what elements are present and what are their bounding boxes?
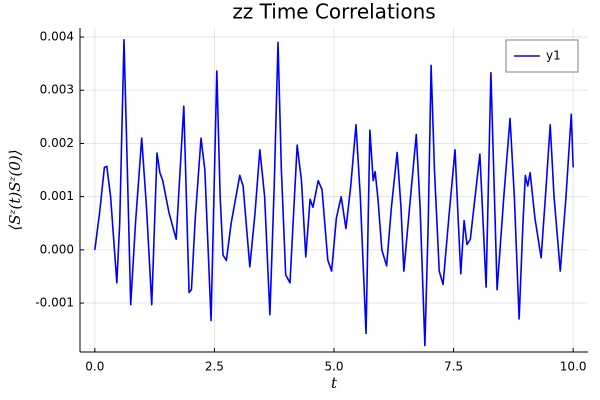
y-axis-label: ⟨Sᶻ(t)Sᶻ(0)⟩ bbox=[6, 149, 24, 230]
x-tick-label: 7.5 bbox=[444, 360, 463, 374]
y-tick-label: 0.001 bbox=[40, 189, 74, 203]
x-tick-label: 10.0 bbox=[560, 360, 587, 374]
y-tick-label: -0.001 bbox=[35, 296, 74, 310]
legend-label: y1 bbox=[546, 49, 561, 63]
x-tick-label: 0.0 bbox=[85, 360, 104, 374]
data-line bbox=[94, 38, 574, 347]
y-tick-label: 0.000 bbox=[40, 242, 74, 256]
x-tick-label: 5.0 bbox=[324, 360, 343, 374]
y-tick-label: 0.004 bbox=[40, 30, 74, 44]
chart-title: zz Time Correlations bbox=[232, 0, 435, 24]
y-tick-label: 0.002 bbox=[40, 136, 74, 150]
x-tick-label: 2.5 bbox=[205, 360, 224, 374]
x-axis-label: t bbox=[331, 374, 338, 392]
y-tick-label: 0.003 bbox=[40, 83, 74, 97]
